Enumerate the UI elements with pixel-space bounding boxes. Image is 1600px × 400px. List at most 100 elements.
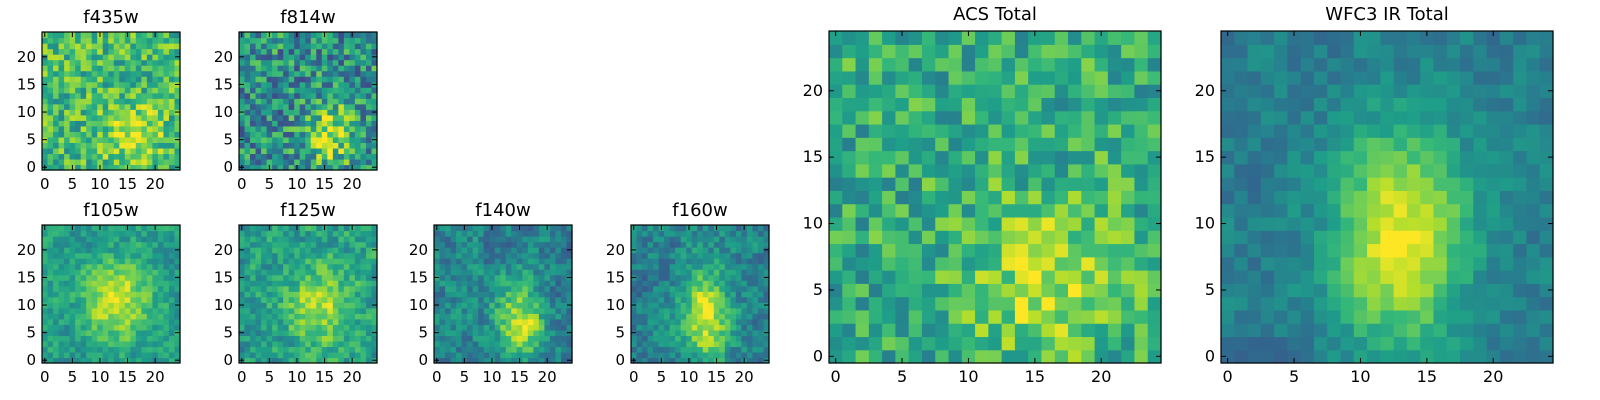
heatmap-cell: [47, 318, 54, 325]
heatmap-cell: [163, 274, 170, 281]
x-tick-label: 10: [90, 368, 109, 386]
heatmap-cell: [360, 329, 367, 336]
heatmap-cell: [555, 274, 562, 281]
heatmap-cell: [349, 37, 356, 44]
heatmap-cell: [255, 70, 262, 77]
heatmap-cell: [288, 329, 295, 336]
heatmap-cell: [58, 131, 65, 138]
heatmap-cell: [1041, 97, 1056, 112]
heatmap-cell: [124, 37, 131, 44]
heatmap-cell: [299, 280, 306, 287]
heatmap-cell: [338, 236, 345, 243]
heatmap-cell: [478, 307, 485, 314]
heatmap-cell: [141, 340, 148, 348]
heatmap-cell: [1393, 296, 1408, 311]
heatmap-cell: [1028, 70, 1043, 85]
heatmap-cell: [1081, 70, 1096, 85]
heatmap-cell: [371, 153, 378, 160]
heatmap-cell: [636, 241, 643, 248]
heatmap-cell: [1340, 336, 1355, 351]
heatmap-cell: [757, 335, 765, 342]
heatmap-cell: [102, 291, 109, 298]
x-tick-label: 20: [146, 368, 165, 386]
heatmap-cell: [544, 241, 551, 248]
heatmap-cell: [1081, 123, 1096, 138]
heatmap-cell: [321, 114, 328, 121]
heatmap-cell: [310, 329, 317, 336]
heatmap-cell: [97, 147, 104, 155]
heatmap-cell: [42, 59, 49, 66]
heatmap-cell: [119, 236, 126, 243]
heatmap-cell: [1367, 349, 1381, 364]
heatmap-cell: [467, 225, 474, 232]
heatmap-cell: [961, 349, 976, 364]
heatmap-cell: [130, 351, 137, 359]
heatmap-cell: [255, 252, 262, 259]
heatmap-cell: [141, 236, 148, 243]
heatmap-cell: [91, 59, 98, 66]
heatmap-cell: [354, 252, 362, 259]
heatmap-cell: [152, 103, 159, 110]
heatmap-cell: [305, 252, 312, 259]
heatmap-cell: [467, 236, 474, 243]
heatmap-cell: [168, 131, 176, 138]
heatmap-cell: [283, 269, 290, 276]
heatmap-cell: [483, 302, 490, 309]
heatmap-cell: [1274, 243, 1288, 258]
heatmap-cell: [349, 230, 356, 237]
heatmap-cell: [53, 291, 60, 298]
heatmap-cell: [86, 285, 93, 292]
heatmap-cell: [53, 43, 60, 50]
heatmap-cell: [1081, 57, 1096, 72]
heatmap-cell: [102, 241, 109, 248]
heatmap-cell: [360, 125, 367, 132]
heatmap-cell: [102, 109, 109, 116]
heatmap-cell: [555, 329, 562, 336]
heatmap-cell: [91, 103, 98, 110]
heatmap-cell: [332, 153, 339, 160]
heatmap-cell: [988, 84, 1003, 98]
heatmap-cell: [664, 291, 671, 298]
panel-f814w: f814w 0 5 10 15 20 0 5 10 15 20: [214, 7, 378, 193]
heatmap-cell: [1001, 177, 1016, 191]
heatmap-cell: [1353, 349, 1368, 364]
heatmap-cell: [511, 335, 518, 342]
heatmap-cell: [288, 324, 295, 331]
heatmap-cell: [250, 236, 257, 243]
heatmap-cell: [80, 37, 87, 44]
heatmap-cell: [146, 335, 153, 342]
heatmap-cell: [261, 291, 268, 298]
heatmap-cell: [456, 247, 463, 254]
heatmap-cell: [343, 241, 350, 248]
heatmap-cell: [642, 291, 649, 298]
heatmap-cell: [439, 230, 446, 237]
heatmap-cell: [119, 120, 126, 127]
heatmap-cell: [1081, 336, 1096, 351]
heatmap-cell: [719, 357, 726, 364]
heatmap-cell: [935, 323, 950, 338]
heatmap-cell: [250, 147, 257, 155]
heatmap-cell: [250, 335, 257, 342]
heatmap-cell: [255, 65, 262, 72]
heatmap-cell: [239, 92, 246, 99]
heatmap-cell: [310, 76, 317, 83]
heatmap-cell: [135, 307, 142, 314]
heatmap-cell: [908, 110, 923, 125]
heatmap-cell: [80, 32, 87, 39]
heatmap-cell: [130, 280, 137, 287]
heatmap-cell: [472, 351, 479, 359]
heatmap-cell: [310, 291, 317, 298]
heatmap-cell: [631, 351, 638, 359]
heatmap-cell: [53, 335, 60, 342]
heatmap-cell: [1526, 349, 1541, 364]
heatmap-cell: [168, 65, 176, 72]
heatmap-cell: [483, 324, 490, 331]
heatmap-cell: [69, 81, 76, 88]
heatmap-cell: [988, 216, 1003, 231]
heatmap-cell: [1499, 349, 1514, 364]
heatmap-cell: [69, 37, 76, 44]
heatmap-cell: [538, 340, 545, 348]
heatmap-cell: [157, 318, 165, 325]
heatmap-cell: [305, 136, 312, 143]
heatmap-cell: [108, 87, 115, 94]
